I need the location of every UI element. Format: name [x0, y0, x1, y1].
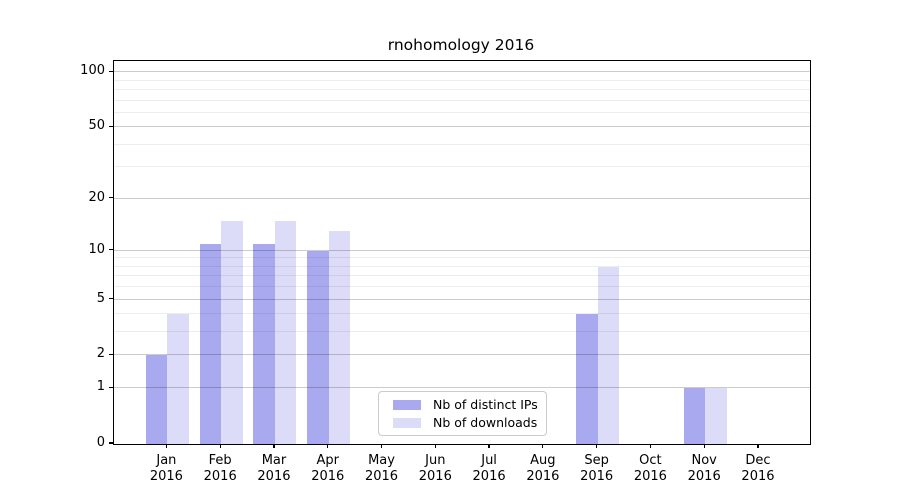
y-tick-mark — [109, 249, 113, 251]
bar-downloads-jan — [167, 314, 189, 444]
y-tick-mark — [109, 298, 113, 300]
x-tick-label-sep: Sep 2016 — [580, 453, 614, 484]
y-tick-label: 20 — [88, 189, 105, 205]
legend: Nb of distinct IPs Nb of downloads — [378, 391, 547, 436]
x-tick-label-may: May 2016 — [364, 453, 399, 484]
x-tick-mark — [757, 444, 759, 448]
legend-item-downloads: Nb of downloads — [387, 415, 538, 430]
plot-area — [113, 60, 811, 445]
legend-label-downloads: Nb of downloads — [433, 415, 538, 430]
legend-swatch-distinct-ips — [393, 399, 421, 410]
x-tick-label-jan: Jan 2016 — [149, 453, 183, 484]
gridline-minor — [114, 99, 810, 101]
legend-label-distinct-ips: Nb of distinct IPs — [433, 397, 538, 412]
x-tick-mark — [488, 444, 490, 448]
y-tick-label: 2 — [96, 346, 105, 362]
x-tick-mark — [649, 444, 651, 448]
gridline-minor — [114, 111, 810, 113]
y-tick-mark — [109, 353, 113, 356]
y-tick-mark — [109, 125, 113, 127]
gridline-minor — [114, 166, 810, 168]
gridline-major — [114, 71, 810, 73]
y-tick-label: 100 — [80, 63, 105, 79]
x-tick-mark — [327, 444, 329, 448]
x-tick-mark — [542, 444, 544, 448]
y-tick-label: 50 — [88, 118, 105, 134]
y-tick-label: 10 — [88, 241, 105, 257]
x-tick-label-oct: Oct 2016 — [633, 453, 667, 484]
x-tick-label-jul: Jul 2016 — [472, 453, 506, 484]
gridline-minor — [114, 143, 810, 145]
bar-distinct-ips-mar — [253, 243, 275, 444]
y-tick-mark — [109, 386, 113, 388]
legend-swatch-downloads — [393, 417, 421, 428]
bar-downloads-mar — [274, 220, 297, 444]
bar-distinct-ips-feb — [199, 243, 222, 444]
x-tick-label-aug: Aug 2016 — [526, 453, 560, 484]
bar-distinct-ips-sep — [576, 314, 598, 444]
bar-distinct-ips-apr — [307, 250, 329, 444]
gridline-major — [114, 197, 810, 199]
bar-downloads-nov — [705, 388, 727, 444]
legend-item-distinct-ips: Nb of distinct IPs — [387, 397, 538, 412]
x-tick-label-feb: Feb 2016 — [203, 453, 237, 484]
x-tick-mark — [434, 444, 436, 448]
y-tick-mark — [109, 442, 113, 444]
gridline-minor — [114, 88, 810, 90]
x-tick-mark — [596, 444, 598, 448]
x-tick-label-mar: Mar 2016 — [257, 453, 291, 484]
bar-downloads-apr — [328, 231, 351, 444]
y-tick-mark — [109, 70, 113, 72]
bar-downloads-sep — [597, 266, 620, 444]
x-tick-mark — [165, 444, 167, 448]
x-tick-label-jun: Jun 2016 — [418, 453, 452, 484]
bar-downloads-feb — [221, 220, 243, 444]
x-tick-mark — [380, 444, 383, 448]
x-tick-mark — [703, 444, 705, 448]
gridline-minor — [114, 79, 810, 81]
chart-title: rnohomology 2016 — [387, 36, 535, 54]
y-tick-label: 5 — [96, 290, 105, 306]
gridline-major — [114, 126, 810, 128]
x-tick-mark — [273, 444, 275, 448]
bar-distinct-ips-nov — [683, 388, 706, 444]
bar-distinct-ips-jan — [145, 355, 168, 444]
y-tick-mark — [109, 197, 113, 199]
x-tick-label-apr: Apr 2016 — [311, 453, 345, 484]
y-tick-label: 0 — [96, 435, 105, 450]
x-tick-label-nov: Nov 2016 — [687, 453, 721, 484]
x-tick-mark — [219, 444, 221, 448]
y-tick-label: 1 — [96, 379, 105, 395]
x-tick-label-dec: Dec 2016 — [741, 453, 775, 484]
